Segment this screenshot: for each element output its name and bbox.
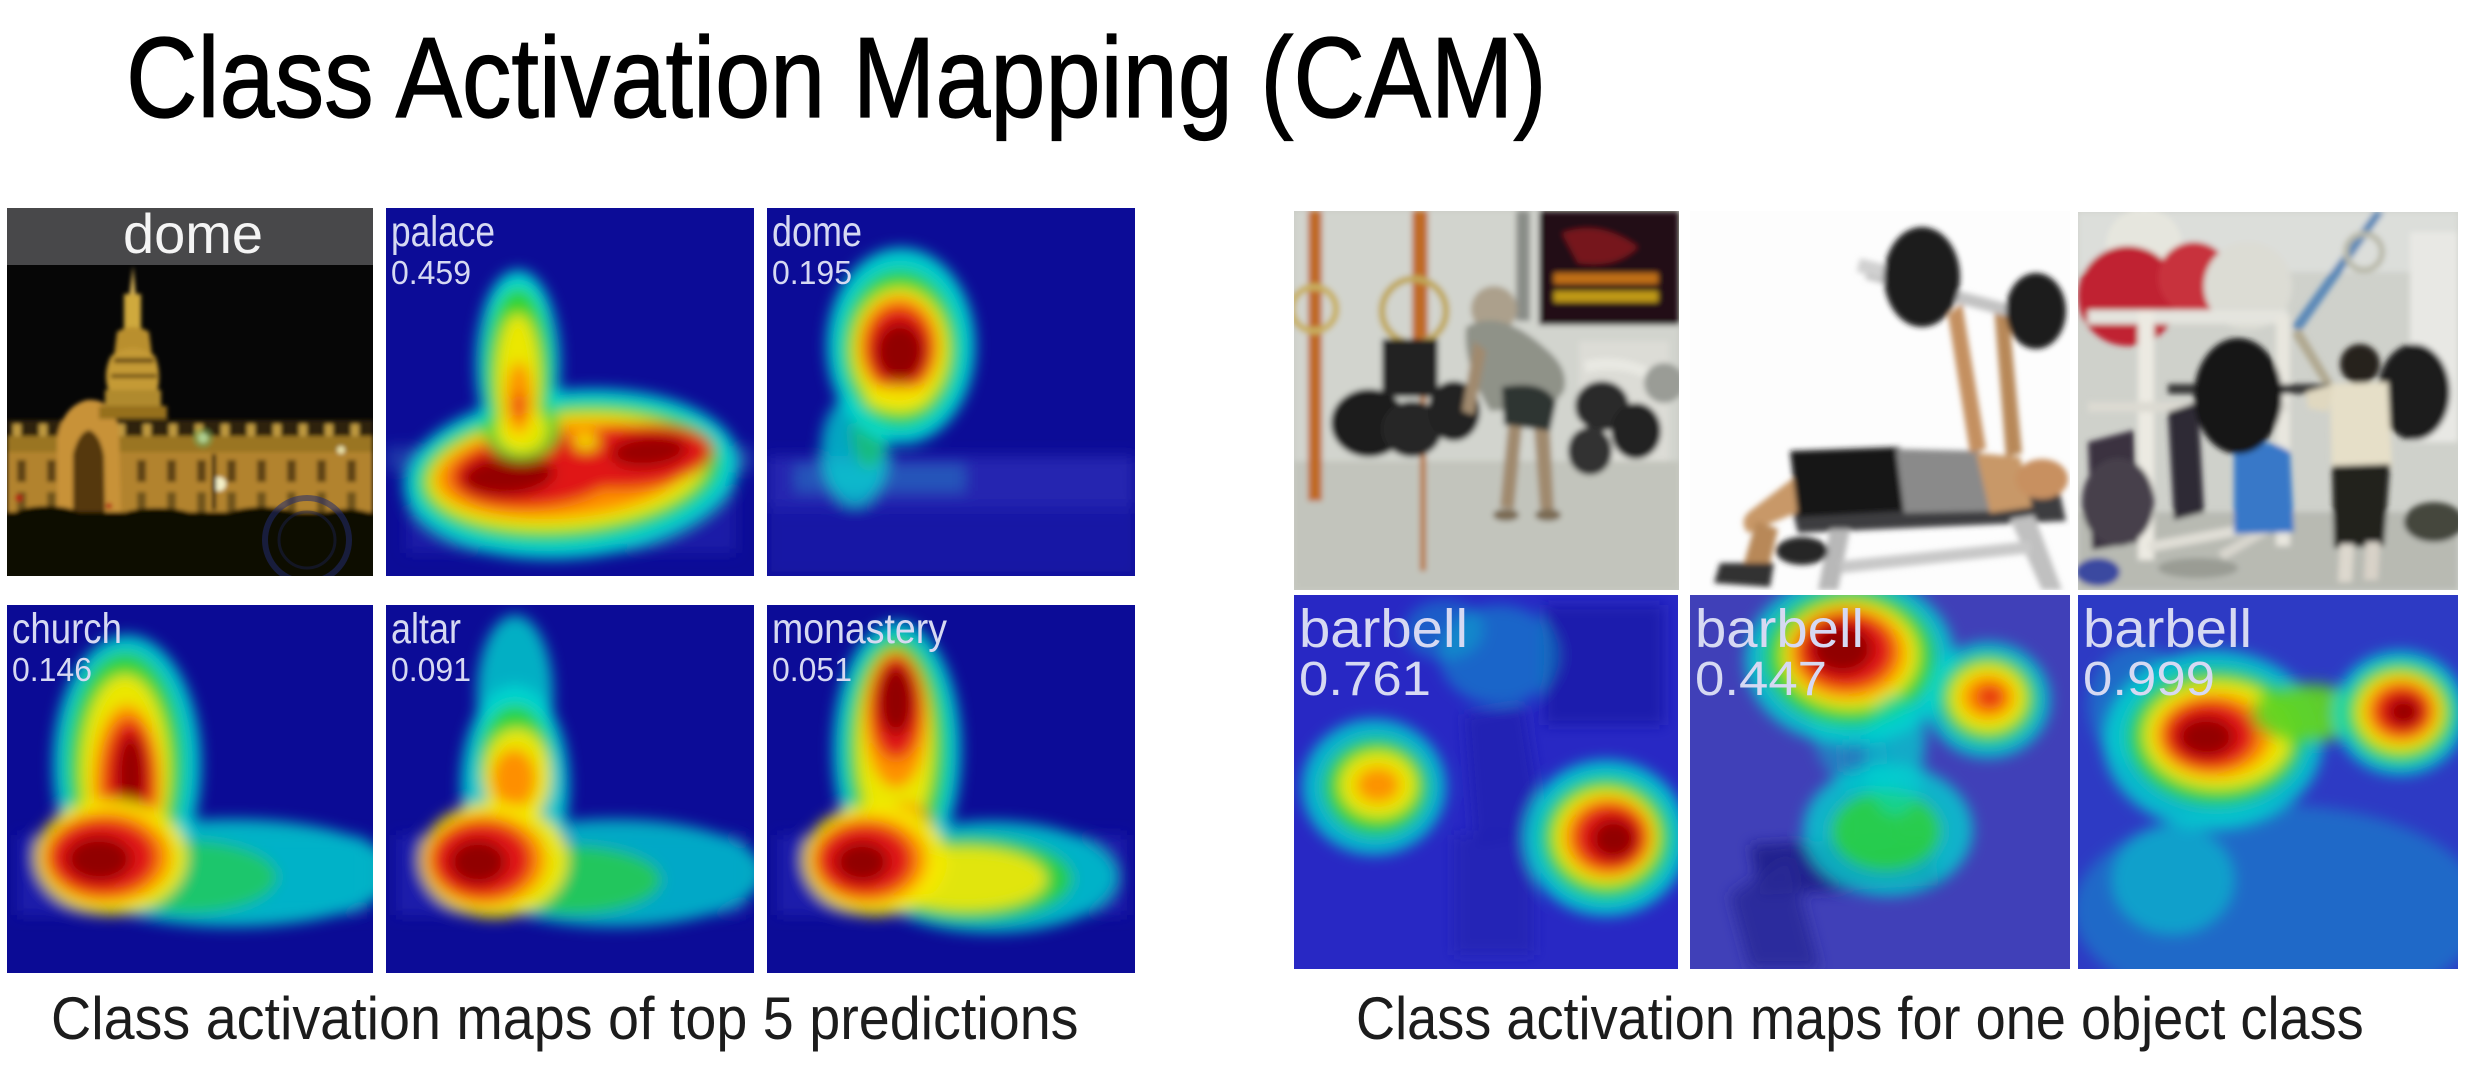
svg-text:altar: altar bbox=[391, 605, 461, 653]
svg-text:0.761: 0.761 bbox=[1299, 653, 1431, 706]
svg-text:0.195: 0.195 bbox=[772, 254, 852, 291]
svg-text:0.091: 0.091 bbox=[391, 651, 471, 688]
svg-text:0.051: 0.051 bbox=[772, 651, 852, 688]
svg-text:0.447: 0.447 bbox=[1695, 653, 1827, 706]
svg-text:church: church bbox=[12, 605, 122, 653]
svg-text:palace: palace bbox=[391, 208, 495, 256]
svg-text:0.999: 0.999 bbox=[2083, 653, 2215, 706]
svg-text:barbell: barbell bbox=[1695, 599, 1864, 659]
svg-text:barbell: barbell bbox=[1299, 599, 1468, 659]
svg-text:barbell: barbell bbox=[2083, 599, 2252, 659]
svg-text:0.146: 0.146 bbox=[12, 651, 92, 688]
svg-text:dome: dome bbox=[772, 208, 862, 256]
svg-text:dome: dome bbox=[123, 208, 263, 265]
svg-text:0.459: 0.459 bbox=[391, 254, 471, 291]
svg-text:monastery: monastery bbox=[772, 605, 947, 653]
